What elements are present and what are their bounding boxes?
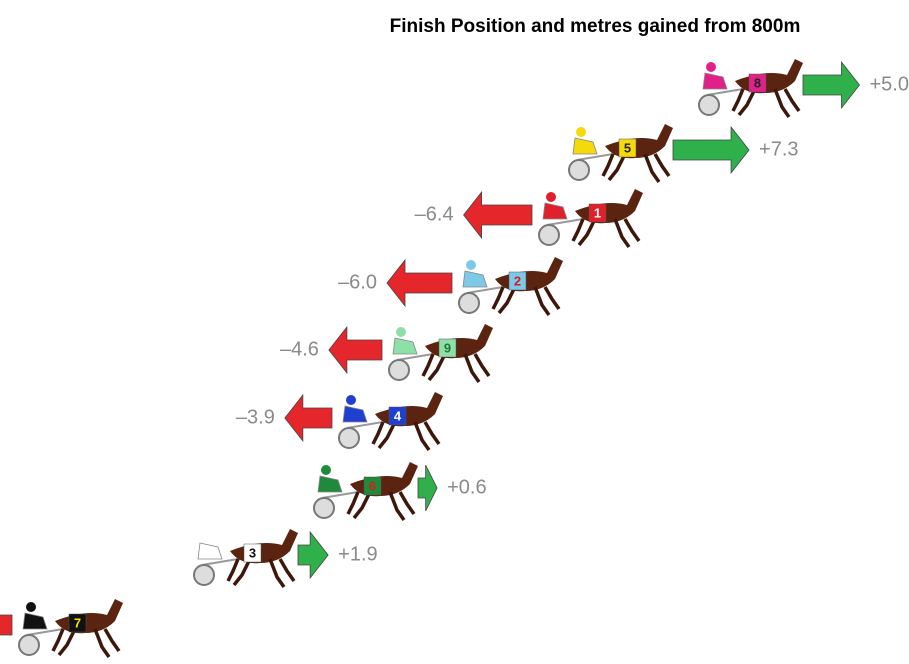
wheel bbox=[19, 635, 39, 655]
wheel bbox=[389, 360, 409, 380]
horse-leg bbox=[545, 287, 559, 309]
driver-body bbox=[543, 203, 567, 219]
value-label: –6.0 bbox=[338, 271, 377, 293]
gain-arrow bbox=[464, 192, 532, 238]
gain-arrow bbox=[418, 465, 437, 511]
horse-leg bbox=[105, 629, 119, 651]
driver-body bbox=[463, 271, 487, 287]
horse-and-sulky: 6 bbox=[314, 462, 418, 520]
wheel bbox=[194, 565, 214, 585]
horse-leg bbox=[475, 354, 489, 376]
horse-leg bbox=[785, 89, 799, 111]
driver-head bbox=[706, 62, 716, 72]
horse-leg bbox=[53, 629, 63, 651]
horse-body bbox=[605, 124, 673, 158]
horse-leg bbox=[400, 492, 414, 514]
horse-body bbox=[55, 599, 123, 633]
horse-number: 8 bbox=[754, 75, 761, 90]
value-label: +7.3 bbox=[759, 138, 798, 160]
driver-head bbox=[26, 602, 36, 612]
chart-title: Finish Position and metres gained from 8… bbox=[390, 16, 801, 37]
driver-body bbox=[23, 613, 47, 629]
driver-head bbox=[321, 465, 331, 475]
horse-body bbox=[735, 59, 803, 93]
horse-body bbox=[495, 257, 563, 291]
driver-head bbox=[201, 532, 211, 542]
gain-arrow bbox=[0, 602, 12, 648]
driver-body bbox=[703, 73, 727, 89]
horse-leg bbox=[655, 154, 669, 176]
horse-number: 6 bbox=[369, 478, 376, 493]
value-label: –3.9 bbox=[236, 406, 275, 428]
wheel bbox=[539, 225, 559, 245]
driver-body bbox=[318, 476, 342, 492]
horse-body bbox=[230, 529, 298, 563]
horse-leg bbox=[573, 219, 583, 241]
value-label: –4.6 bbox=[280, 338, 319, 360]
horse-number: 9 bbox=[444, 340, 451, 355]
driver-body bbox=[393, 338, 417, 354]
gain-arrow bbox=[329, 327, 382, 373]
driver-head bbox=[396, 327, 406, 337]
value-label: –6.4 bbox=[415, 203, 454, 225]
horse-leg bbox=[423, 354, 433, 376]
driver-head bbox=[466, 260, 476, 270]
driver-body bbox=[573, 138, 597, 154]
driver-head bbox=[346, 395, 356, 405]
gain-arrow bbox=[298, 532, 328, 578]
horse-number: 4 bbox=[394, 408, 402, 423]
gain-arrow bbox=[387, 260, 452, 306]
horse-body bbox=[425, 324, 493, 358]
horse-leg bbox=[733, 89, 743, 111]
gain-arrow bbox=[285, 395, 332, 441]
driver-body bbox=[343, 406, 367, 422]
horse-and-sulky: 4 bbox=[339, 392, 443, 450]
horse-and-sulky: 5 bbox=[569, 124, 673, 182]
horse-number: 5 bbox=[624, 140, 631, 155]
horse-and-sulky: 1 bbox=[539, 189, 643, 247]
wheel bbox=[459, 293, 479, 313]
horse-body bbox=[575, 189, 643, 223]
horse-and-sulky: 2 bbox=[459, 257, 563, 315]
horse-number: 2 bbox=[514, 273, 521, 288]
chart: Finish Position and metres gained from 8… bbox=[0, 0, 909, 659]
horse-number: 1 bbox=[594, 205, 601, 220]
horse-leg bbox=[603, 154, 613, 176]
horse-body bbox=[375, 392, 443, 426]
horse-leg bbox=[348, 492, 358, 514]
value-label: +5.0 bbox=[870, 73, 909, 95]
horse-leg bbox=[625, 219, 639, 241]
horse-number: 3 bbox=[249, 545, 256, 560]
horse-leg bbox=[373, 422, 383, 444]
horse-leg bbox=[425, 422, 439, 444]
gain-arrow bbox=[803, 62, 860, 108]
wheel bbox=[699, 95, 719, 115]
horse-leg bbox=[228, 559, 238, 581]
driver-head bbox=[546, 192, 556, 202]
horse-body bbox=[350, 462, 418, 496]
horse-leg bbox=[493, 287, 503, 309]
wheel bbox=[569, 160, 589, 180]
horse-and-sulky: 9 bbox=[389, 324, 493, 382]
driver-body bbox=[198, 543, 222, 559]
horse-and-sulky: 8 bbox=[699, 59, 803, 117]
horse-and-sulky: 3 bbox=[194, 529, 298, 587]
horse-and-sulky: 7 bbox=[19, 599, 123, 657]
driver-head bbox=[576, 127, 586, 137]
gain-arrow bbox=[673, 127, 749, 173]
value-label: +1.9 bbox=[338, 543, 377, 565]
wheel bbox=[314, 498, 334, 518]
horse-leg bbox=[280, 559, 294, 581]
horse-number: 7 bbox=[74, 615, 81, 630]
wheel bbox=[339, 428, 359, 448]
value-label: +0.6 bbox=[447, 476, 486, 498]
